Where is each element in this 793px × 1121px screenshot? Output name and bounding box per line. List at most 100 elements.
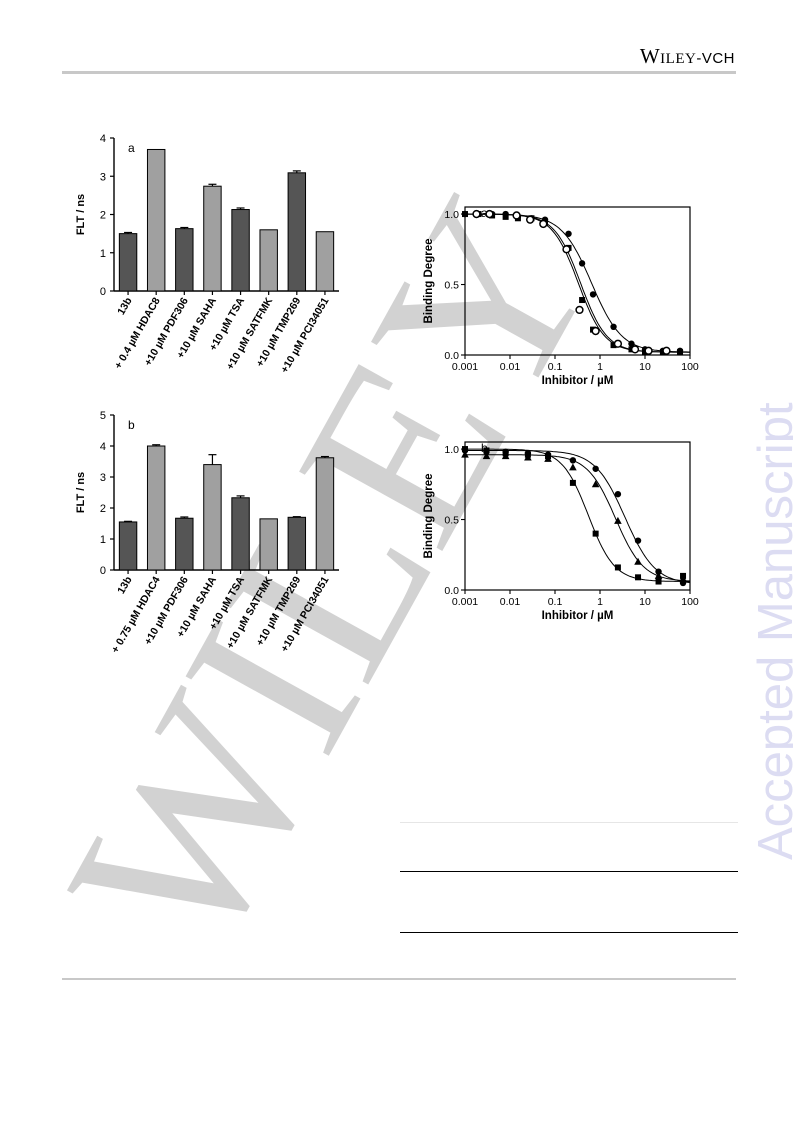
dose-response-chart-a: 0.001 0.01 0.1 1 10 100 0.0 0.5 1.0 Inhibitor / µ… <box>423 206 699 387</box>
data-point-open-circle <box>644 346 653 355</box>
data-point-filled-circle <box>589 291 597 298</box>
bar <box>146 445 166 571</box>
data-point-triangle <box>654 571 663 579</box>
data-point-open-circle <box>562 245 571 254</box>
data-point-square <box>614 564 621 571</box>
x-tick-label: 0.01 <box>500 596 521 608</box>
y-tick-label: 0 <box>100 286 106 298</box>
data-point-filled-circle <box>628 340 635 347</box>
data-point-square <box>655 578 662 585</box>
data-point-open-circle <box>539 219 548 229</box>
bar <box>203 185 222 292</box>
y-tick-label: 0.5 <box>444 515 459 527</box>
bar <box>203 464 222 571</box>
data-point-filled-circle <box>578 260 586 267</box>
y-tick-label: 3 <box>100 171 106 183</box>
bar <box>175 228 194 292</box>
data-point-open-circle <box>662 346 671 355</box>
bar <box>231 209 250 292</box>
y-tick-label: 1.0 <box>444 444 459 456</box>
fit-curve <box>465 448 690 582</box>
bar <box>118 233 138 292</box>
publisher-suffix: -VCH <box>696 50 735 67</box>
y-tick-label: 3 <box>100 472 106 484</box>
fit-curve <box>465 213 690 353</box>
data-point-open-circle <box>512 211 521 220</box>
data-point-open-circle <box>591 326 600 336</box>
x-tick-label: 0.1 <box>548 596 563 608</box>
data-point-open-circle <box>472 209 481 219</box>
bar <box>146 148 166 292</box>
bar <box>315 457 335 571</box>
x-tick-label: 13b <box>115 575 134 597</box>
x-tick-label: 10 <box>639 361 651 373</box>
fit-curve <box>465 454 690 582</box>
y-tick-label: 1 <box>100 248 106 260</box>
fit-curve <box>465 213 690 353</box>
header-rule <box>62 71 736 74</box>
x-tick-label: 100 <box>681 596 699 608</box>
y-axis-label: FLT / ns <box>75 194 87 235</box>
data-point-triangle <box>501 452 510 460</box>
bar <box>259 518 278 571</box>
data-point-open-circle <box>575 305 584 315</box>
bar <box>287 516 307 571</box>
publisher-logo: Wiley-VCH <box>640 44 735 69</box>
y-tick-label: 2 <box>100 503 106 515</box>
y-tick-label: 4 <box>100 133 106 145</box>
y-axis-label: Binding Degree <box>423 239 435 324</box>
data-point-filled-circle <box>461 447 469 454</box>
y-tick-label: 1.0 <box>444 209 459 221</box>
data-point-square <box>610 342 617 349</box>
panel-label: b <box>128 418 135 432</box>
data-point-triangle <box>524 453 532 461</box>
plot-frame <box>464 206 691 356</box>
data-point-triangle <box>569 463 577 471</box>
data-point-triangle <box>591 480 600 488</box>
x-tick-label: 0.001 <box>452 361 478 373</box>
data-point-triangle <box>614 516 622 524</box>
x-tick-label: 1 <box>597 361 603 373</box>
data-point-open-circle <box>630 345 640 354</box>
data-point-filled-circle <box>655 568 662 575</box>
bar <box>287 172 307 292</box>
data-point-triangle <box>482 452 491 460</box>
bar <box>315 231 335 292</box>
x-tick-label: 0.001 <box>452 596 478 608</box>
plot-frame <box>464 441 691 591</box>
x-tick-label: 100 <box>681 361 699 373</box>
bar <box>259 229 278 292</box>
x-tick-label: 10 <box>639 596 651 608</box>
publisher-name: Wiley <box>639 44 697 68</box>
footer-rule <box>62 978 736 980</box>
x-tick-label: 0.01 <box>500 361 521 373</box>
data-point-triangle <box>461 450 469 458</box>
x-axis-label: Inhibitor / µM <box>542 610 614 622</box>
data-point-square <box>569 479 576 486</box>
data-point-filled-circle <box>676 347 684 354</box>
bar <box>118 521 138 571</box>
x-tick-label: 0.1 <box>548 361 563 373</box>
y-tick-label: 0 <box>100 565 106 577</box>
data-point-open-circle <box>525 215 535 224</box>
x-tick-label: 1 <box>597 596 603 608</box>
data-point-filled-circle <box>565 230 572 237</box>
data-point-filled-circle <box>610 323 617 331</box>
data-point-open-circle <box>485 209 494 219</box>
data-point-open-circle <box>613 339 623 348</box>
y-tick-label: 5 <box>100 410 106 422</box>
data-point-filled-circle <box>483 448 490 456</box>
y-tick-label: 0.0 <box>444 350 459 362</box>
data-point-triangle <box>634 557 642 565</box>
data-point-square <box>592 530 599 537</box>
bar <box>231 497 250 571</box>
dose-response-chart-b: 0.001 0.01 0.1 1 10 100 0.0 0.5 1.0 Inhibitor / µ… <box>423 441 699 622</box>
table-rule-top <box>400 822 738 823</box>
y-axis-label: FLT / ns <box>75 472 87 513</box>
y-axis-label: Binding Degree <box>423 474 435 559</box>
data-point-filled-circle <box>614 490 622 498</box>
data-point-filled-circle <box>592 465 599 472</box>
y-tick-label: 4 <box>100 441 106 453</box>
